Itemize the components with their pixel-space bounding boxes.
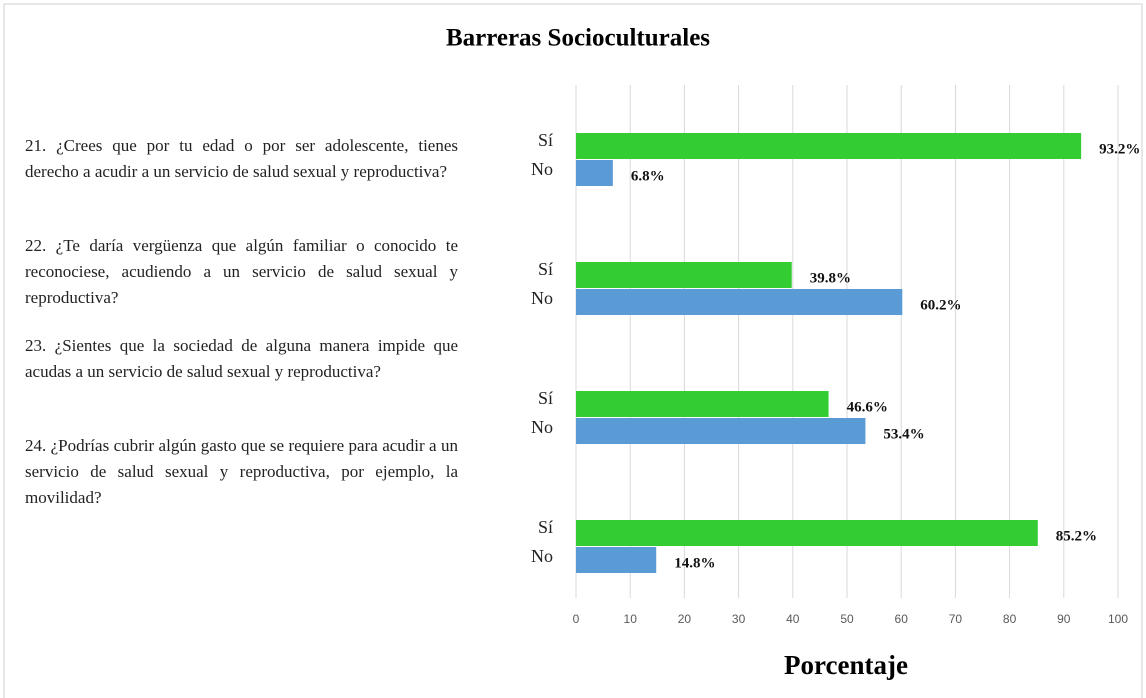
question: 22. ¿Te daría vergüenza que algún famili…: [25, 236, 458, 307]
category-label: No: [531, 546, 553, 566]
value-label: 85.2%: [1056, 528, 1097, 544]
category-label: Sí: [538, 259, 553, 279]
category-label: No: [531, 288, 553, 308]
value-label: 53.4%: [883, 426, 924, 442]
x-tick-label: 40: [786, 612, 800, 626]
x-axis-label: Porcentaje: [784, 650, 908, 680]
chart-title: Barreras Socioculturales: [446, 25, 710, 52]
x-tick-label: 50: [840, 612, 854, 626]
value-label: 93.2%: [1099, 141, 1140, 157]
x-tick-label: 60: [895, 612, 909, 626]
frame: [3, 3, 1143, 698]
category-label: No: [531, 417, 553, 437]
x-tick-label: 30: [732, 612, 746, 626]
bar: [576, 418, 866, 444]
category-label: Sí: [538, 388, 553, 408]
bar: [576, 391, 829, 417]
value-label: 46.6%: [847, 399, 888, 415]
x-tick-label: 100: [1108, 612, 1128, 626]
value-label: 39.8%: [810, 270, 851, 286]
x-tick-label: 90: [1057, 612, 1071, 626]
x-tick-label: 20: [678, 612, 692, 626]
value-label: 14.8%: [674, 555, 715, 571]
x-tick-label: 80: [1003, 612, 1017, 626]
question: 24. ¿Podrías cubrir algún gasto que se r…: [25, 436, 458, 507]
question: 23. ¿Sientes que la sociedad de alguna m…: [25, 336, 458, 381]
category-label: Sí: [538, 517, 553, 537]
bar: [576, 520, 1038, 546]
category-label: Sí: [538, 130, 553, 150]
x-tick-label: 70: [949, 612, 963, 626]
value-label: 6.8%: [631, 168, 665, 184]
bar: [576, 547, 657, 573]
bar: [576, 262, 792, 288]
bar: [576, 133, 1082, 159]
x-tick-label: 10: [624, 612, 638, 626]
value-label: 60.2%: [920, 297, 961, 313]
bar: [576, 289, 903, 315]
category-label: No: [531, 159, 553, 179]
bar: [576, 160, 613, 186]
x-tick-label: 0: [573, 612, 580, 626]
question: 21. ¿Crees que por tu edad o por ser ado…: [25, 136, 458, 181]
